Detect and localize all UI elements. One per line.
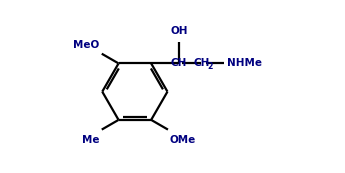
Text: Me: Me	[82, 135, 100, 145]
Text: 2: 2	[207, 62, 213, 71]
Text: NHMe: NHMe	[227, 58, 262, 68]
Text: OMe: OMe	[170, 135, 196, 145]
Text: CH: CH	[171, 58, 187, 68]
Text: CH: CH	[193, 58, 210, 68]
Text: OH: OH	[170, 26, 188, 36]
Text: MeO: MeO	[72, 40, 99, 50]
